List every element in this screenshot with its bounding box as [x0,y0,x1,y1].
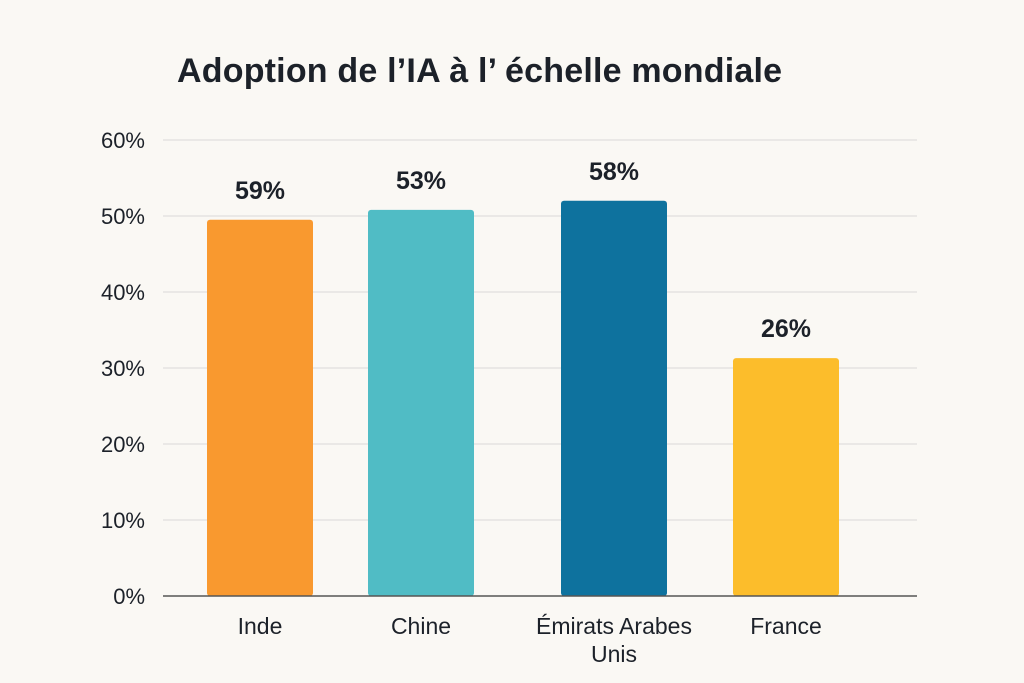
bar [368,209,474,597]
y-tick-label: 20% [101,432,145,457]
data-label: 53% [396,167,446,195]
y-tick-label: 50% [101,204,145,229]
y-tick-label: 30% [101,356,145,381]
bar [733,358,839,596]
data-label: 26% [761,315,811,343]
x-category-label: Inde [238,613,283,639]
chart-title: Adoption de l’IA à l’ échelle mondiale [177,52,783,90]
data-label: 58% [589,158,639,186]
bar [561,200,667,597]
y-tick-label: 10% [101,508,145,533]
y-tick-label: 60% [101,128,145,153]
x-category-label: Chine [391,613,451,639]
bar [207,219,313,597]
data-label: 59% [235,177,285,205]
x-category-label: France [750,613,822,639]
x-category-label: Émirats Arabes Unis [536,613,692,667]
y-tick-label: 0% [113,584,145,609]
y-tick-label: 40% [101,280,145,305]
